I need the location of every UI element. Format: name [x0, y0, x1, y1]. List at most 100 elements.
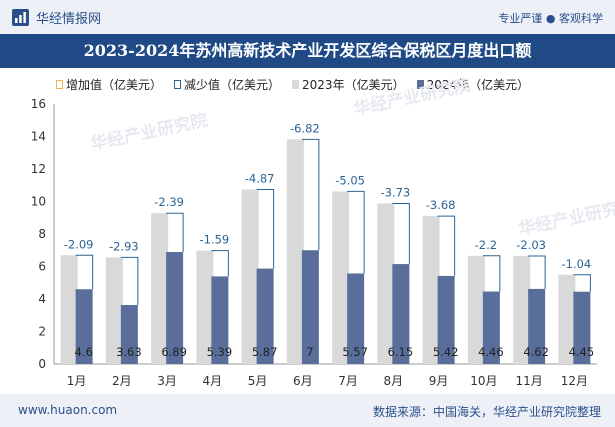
bar-2024: [256, 268, 274, 364]
legend-label-increase: 增加值（亿美元）: [66, 77, 163, 92]
y-tick-label: 12: [31, 162, 46, 176]
watermark-text: 华经产业研究院: [89, 110, 210, 155]
bottom-bar: www.huaon.com 数据来源：中国海关，华经产业研究院整理: [0, 394, 615, 427]
y-tick-label: 16: [31, 97, 46, 111]
bar-decrease: [347, 190, 365, 274]
y-tick-label: 0: [38, 357, 46, 371]
bar-decrease: [528, 255, 546, 289]
bar-2024: [120, 305, 138, 364]
bar-2023: [241, 189, 259, 364]
bar-2024: [75, 289, 93, 364]
y-tick-label: 10: [31, 195, 46, 209]
bar-2024: [528, 288, 546, 364]
bar-2024: [211, 276, 229, 364]
change-label: -2.09: [64, 237, 94, 251]
bar-decrease: [573, 274, 591, 292]
chart-legend: 增加值（亿美元） 减少值（亿美元） 2023年（亿美元） 2024年（亿美元）: [56, 76, 541, 92]
bar-2023: [332, 191, 350, 364]
value-label-2024: 7: [306, 345, 313, 359]
change-label: -3.68: [426, 198, 456, 212]
y-tick-label: 8: [38, 227, 46, 241]
change-label: -2.39: [154, 195, 184, 209]
bar-2024: [482, 291, 500, 364]
change-label: -5.05: [335, 173, 365, 187]
value-label-2024: 4.45: [569, 345, 595, 359]
bar-2023: [467, 255, 485, 364]
bar-decrease: [437, 215, 456, 276]
legend-item-decrease: 减少值（亿美元）: [174, 76, 280, 93]
site-url: www.huaon.com: [18, 403, 118, 417]
x-tick-label: 1月: [67, 374, 87, 388]
value-label-2024: 6.15: [388, 345, 414, 359]
value-label-2024: 5.39: [207, 345, 233, 359]
y-tick-label: 4: [38, 292, 46, 306]
bar-2023: [151, 213, 169, 364]
y-tick-label: 2: [38, 325, 46, 339]
change-label: -1.04: [561, 257, 591, 271]
change-label: -4.87: [245, 171, 275, 185]
bar-2024: [392, 264, 410, 364]
x-tick-label: 8月: [384, 374, 404, 388]
x-tick-label: 7月: [338, 374, 358, 388]
bar-2023: [286, 139, 304, 364]
value-label-2024: 5.42: [433, 345, 459, 359]
value-label-2024: 3.63: [116, 345, 142, 359]
legend-swatch-2023: [292, 79, 300, 89]
legend-item-2023: 2023年（亿美元）: [292, 76, 405, 93]
data-source: 数据来源：中国海关，华经产业研究院整理: [372, 405, 601, 419]
change-label: -3.73: [380, 185, 410, 199]
legend-item-increase: 增加值（亿美元）: [56, 76, 162, 93]
x-tick-label: 9月: [429, 374, 449, 388]
x-tick-label: 10月: [470, 374, 497, 388]
x-tick-label: 12月: [561, 374, 588, 388]
legend-label-2024: 2024年（亿美元）: [426, 77, 530, 92]
x-tick-label: 6月: [293, 374, 313, 388]
change-label: -2.93: [109, 239, 139, 253]
top-bar: 华经情报网 专业严谨 ● 客观科学: [0, 0, 615, 34]
logo-icon: [12, 9, 29, 26]
legend-swatch-2024: [416, 79, 424, 89]
bar-decrease: [256, 188, 275, 269]
value-label-2024: 5.57: [342, 345, 368, 359]
bar-decrease: [392, 202, 410, 265]
y-tick-label: 6: [38, 260, 46, 274]
value-label-2024: 5.87: [252, 345, 278, 359]
bar-decrease: [301, 138, 320, 251]
value-label-2024: 4.46: [478, 345, 504, 359]
bar-decrease: [211, 250, 229, 277]
legend-swatch-increase: [56, 79, 63, 89]
axis-layer: 0 2 4 6 8 10 12 14 16: [31, 97, 597, 371]
tagline: 专业严谨 ● 客观科学: [498, 12, 603, 25]
legend-label-2023: 2023年（亿美元）: [302, 77, 405, 92]
x-tick-label: 2月: [112, 374, 132, 388]
brand-name: 华经情报网: [36, 12, 102, 27]
change-label: -2.03: [516, 238, 546, 252]
chart-title: 2023-2024年苏州高新技术产业开发区综合保税区月度出口额: [0, 34, 615, 68]
value-label-2024: 6.89: [161, 345, 187, 359]
bar-2024: [301, 250, 319, 364]
bar-2023: [422, 216, 440, 364]
bar-layer: [60, 138, 591, 364]
legend-item-2024: 2024年（亿美元）: [416, 76, 530, 93]
y-tick-label: 14: [31, 130, 46, 144]
bar-decrease: [75, 254, 94, 290]
value-label-2024: 4.6: [74, 345, 92, 359]
bar-2024: [437, 275, 455, 364]
bar-decrease: [482, 255, 501, 292]
x-tick-label: 11月: [515, 374, 542, 388]
bar-decrease: [166, 212, 184, 253]
bar-2023: [558, 274, 576, 364]
x-tick-label: 4月: [203, 374, 223, 388]
bar-2023: [377, 203, 395, 364]
change-label: -6.82: [290, 121, 320, 135]
change-label: -1.59: [199, 233, 229, 247]
watermark-text: 华经产业研究院: [517, 195, 615, 240]
x-tick-label: 3月: [157, 374, 177, 388]
bar-2024: [347, 273, 365, 364]
value-label-2024: 4.62: [523, 345, 549, 359]
change-label: -2.2: [475, 238, 497, 252]
bar-2023: [60, 255, 78, 364]
bar-2024: [573, 291, 591, 364]
bar-2023: [196, 250, 214, 364]
